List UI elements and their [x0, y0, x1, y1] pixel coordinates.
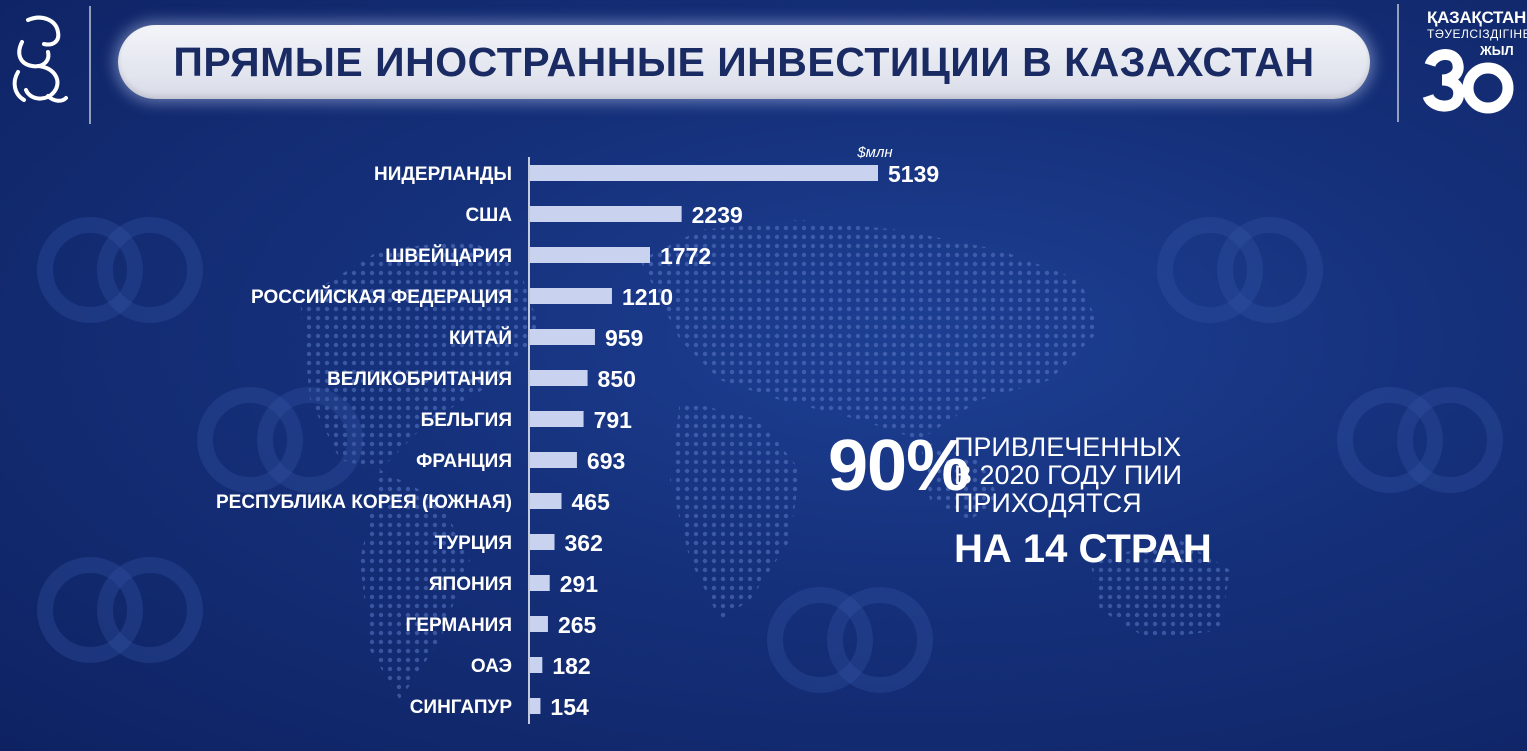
bar: [530, 411, 584, 427]
value-label: 1210: [622, 284, 673, 310]
chart-unit-label: $млн: [856, 144, 892, 161]
callout-line-1: ПРИВЛЕЧЕННЫХ: [954, 432, 1182, 462]
anniversary-title: ҚАЗАҚСТАН: [1427, 8, 1526, 27]
category-label: ЯПОНИЯ: [429, 574, 512, 595]
value-label: 959: [605, 325, 643, 351]
anniversary-word: ЖЫЛ: [1480, 43, 1514, 58]
left-divider: [89, 6, 91, 124]
category-label: ТУРЦИЯ: [435, 533, 512, 554]
bar: [530, 247, 650, 263]
callout-description: ПРИВЛЕЧЕННЫХ В 2020 ГОДУ ПИИ ПРИХОДЯТСЯ: [954, 433, 1214, 517]
value-label: 154: [550, 694, 589, 720]
bar: [530, 370, 588, 386]
world-map-dots: [300, 220, 1230, 700]
category-label: ОАЭ: [471, 656, 512, 677]
value-label: 791: [594, 407, 633, 433]
right-divider: [1397, 4, 1399, 122]
category-label: РЕСПУБЛИКА КОРЕЯ (ЮЖНАЯ): [216, 492, 512, 513]
category-label: ГЕРМАНИЯ: [406, 615, 512, 636]
category-label: ШВЕЙЦАРИЯ: [385, 245, 512, 267]
page-title: ПРЯМЫЕ ИНОСТРАННЫЕ ИНВЕСТИЦИИ В КАЗАХСТА…: [173, 38, 1315, 85]
value-label: 850: [598, 366, 636, 392]
callout-line-2: В 2020 ГОДУ ПИИ: [954, 460, 1183, 490]
category-label: США: [465, 205, 512, 226]
value-label: 362: [565, 530, 603, 556]
bar: [530, 452, 577, 468]
bar: [530, 657, 543, 673]
bar: [530, 698, 541, 714]
snow-leopard-emblem-icon: [12, 15, 68, 103]
category-label: ВЕЛИКОБРИТАНИЯ: [327, 369, 512, 390]
value-label: 265: [558, 612, 597, 638]
category-label: КИТАЙ: [449, 327, 512, 349]
anniversary-subtitle: ТӘУЕЛСІЗДІГІНЕ: [1427, 27, 1527, 41]
value-label: 465: [571, 489, 610, 515]
bar: [530, 206, 682, 222]
value-label: 693: [587, 448, 625, 474]
anniversary-30-icon: [1422, 49, 1514, 114]
value-label: 182: [552, 653, 590, 679]
value-label: 2239: [692, 202, 743, 228]
category-label: ФРАНЦИЯ: [416, 451, 512, 472]
bar: [530, 165, 878, 181]
callout-line-3: ПРИХОДЯТСЯ: [954, 488, 1142, 518]
bar: [530, 493, 562, 509]
category-label: РОССИЙСКАЯ ФЕДЕРАЦИЯ: [251, 286, 512, 308]
bar: [530, 288, 612, 304]
bar: [530, 534, 555, 550]
callout-percent: 90%: [828, 426, 970, 506]
bar: [530, 575, 550, 591]
value-label: 5139: [888, 161, 939, 187]
bar: [530, 616, 548, 632]
value-label: 291: [560, 571, 599, 597]
category-label: БЕЛЬГИЯ: [421, 410, 512, 431]
category-label: НИДЕРЛАНДЫ: [374, 164, 512, 185]
value-label: 1772: [660, 243, 711, 269]
title-banner: ПРЯМЫЕ ИНОСТРАННЫЕ ИНВЕСТИЦИИ В КАЗАХСТА…: [118, 25, 1370, 99]
watermark-30-icons: [37, 217, 1503, 693]
callout-emphasis: НА 14 СТРАН: [954, 527, 1212, 571]
bar: [530, 329, 595, 345]
category-label: СИНГАПУР: [410, 697, 513, 718]
